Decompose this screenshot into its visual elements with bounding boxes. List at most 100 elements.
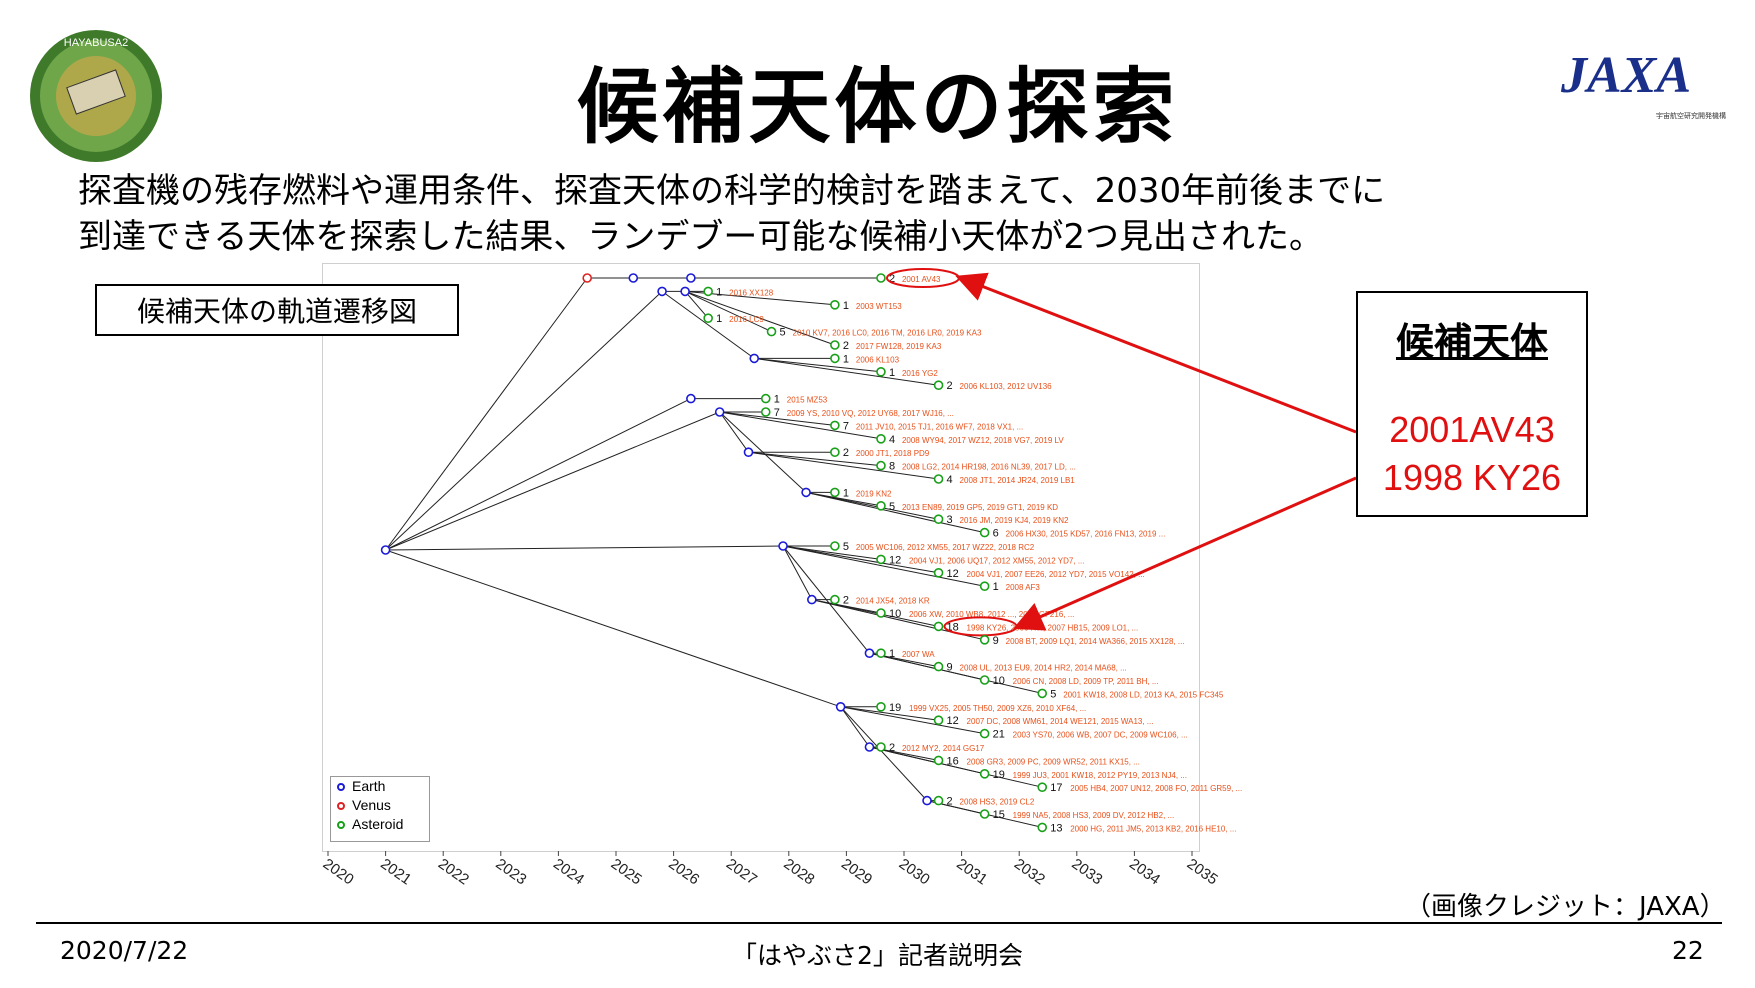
- x-tick-label: 2021: [377, 855, 414, 888]
- leaf-asteroid-label: 2011 JV10, 2015 TJ1, 2016 WF7, 2018 VX1,…: [856, 422, 1023, 431]
- leaf-count-label: 2: [843, 340, 849, 352]
- x-tick-label: 2028: [781, 855, 818, 888]
- candidate-arrow: [1013, 476, 1357, 631]
- root-earth-node: [380, 545, 391, 555]
- chart-panel-label: 候補天体の軌道遷移図: [95, 284, 459, 336]
- earth-flyby-node: [807, 594, 817, 605]
- earth-flyby-node: [864, 648, 875, 659]
- trajectory-edge: [684, 290, 772, 333]
- asteroid-node: [830, 487, 840, 498]
- leaf-asteroid-label: 2008 BT, 2009 LQ1, 2014 WA366, 2015 XX12…: [1006, 637, 1185, 646]
- leaf-count-label: 7: [774, 407, 780, 419]
- candidate-arrow: [955, 272, 1357, 434]
- leaf-asteroid-label: 2008 GR3, 2009 PC, 2009 WR52, 2011 KX15,…: [967, 757, 1140, 766]
- x-tick-label: 2023: [493, 855, 530, 888]
- leaf-count-label: 6: [993, 528, 999, 540]
- leaf-asteroid-label: 2008 LG2, 2014 HR198, 2016 NL39, 2017 LD…: [902, 463, 1076, 472]
- x-tick-label: 2031: [953, 855, 990, 888]
- image-credit: （画像クレジット：JAXA）: [1405, 892, 1726, 922]
- x-tick-label: 2022: [435, 855, 472, 888]
- leaf-asteroid-label: 2005 HB4, 2007 UN12, 2008 FO, 2011 GR59,…: [1070, 784, 1242, 793]
- leaf-count-label: 5: [843, 541, 849, 553]
- asteroid-node: [1037, 688, 1048, 699]
- asteroid-node: [876, 460, 886, 471]
- legend-entry-asteroid: Asteroid: [331, 815, 429, 834]
- asteroid-node: [703, 313, 713, 324]
- leaf-count-label: 1: [774, 394, 780, 406]
- leaf-asteroid-label: 2013 EN89, 2019 GP5, 2019 GT1, 2019 KD: [902, 503, 1058, 512]
- asteroid-node: [766, 326, 777, 337]
- trajectory-edge: [754, 357, 882, 373]
- asteroid-node: [876, 366, 886, 377]
- leaf-count-label: 10: [889, 608, 901, 620]
- earth-flyby-node: [778, 541, 788, 551]
- asteroid-node: [876, 433, 886, 444]
- asteroid-node: [979, 768, 990, 779]
- venus-flyby-node: [582, 273, 593, 283]
- leaf-count-label: 12: [947, 715, 959, 727]
- venus-marker-icon: [337, 801, 345, 810]
- leaf-asteroid-label: 2004 VJ1, 2007 EE26, 2012 YD7, 2015 VO14…: [967, 570, 1145, 579]
- earth-flyby-node: [686, 273, 696, 283]
- leaf-count-label: 1: [716, 313, 722, 325]
- legend-entry-venus: Venus: [331, 796, 429, 815]
- x-tick-label: 2024: [550, 855, 587, 888]
- leaf-count-label: 19: [993, 769, 1005, 781]
- leaf-count-label: 4: [889, 434, 895, 446]
- trajectory-edge: [840, 706, 985, 735]
- leaf-count-label: 10: [993, 675, 1005, 687]
- trajectory-edge: [661, 290, 755, 359]
- trajectory-edge: [840, 706, 928, 801]
- asteroid-node: [760, 393, 771, 404]
- footer-date: 2020/7/22: [60, 936, 189, 965]
- leaf-count-label: 17: [1050, 782, 1062, 794]
- asteroid-node: [830, 353, 840, 364]
- leaf-count-label: 1: [889, 648, 895, 660]
- trajectory-edge: [869, 652, 1043, 694]
- asteroid-node: [1037, 782, 1048, 793]
- leaf-count-label: 16: [947, 755, 959, 767]
- slide-title: 候補天体の探索: [576, 60, 1179, 155]
- leaf-asteroid-label: 2016 LC9: [729, 315, 764, 324]
- trajectory-edge: [840, 706, 870, 748]
- asteroid-node: [933, 567, 944, 578]
- leaf-asteroid-label: 2014 JX54, 2018 KR: [856, 597, 930, 606]
- asteroid-node: [876, 554, 886, 565]
- asteroid-marker-icon: [337, 820, 345, 829]
- earth-flyby-node: [743, 447, 754, 458]
- leaf-asteroid-label: 2016 XX128: [729, 288, 774, 297]
- asteroid-node: [830, 541, 840, 551]
- asteroid-node: [830, 420, 840, 431]
- jaxa-logo: JAXA 宇宙航空研究開発機構: [1560, 47, 1726, 120]
- leaf-count-label: 9: [993, 635, 999, 647]
- leaf-count-label: 1: [843, 300, 849, 312]
- trajectory-edge: [385, 545, 784, 551]
- earth-flyby-node: [801, 487, 811, 498]
- trajectory-edge: [782, 545, 985, 587]
- trajectory-edge: [385, 549, 841, 708]
- leaf-count-label: 2: [843, 447, 849, 459]
- leaf-count-label: 1: [889, 367, 895, 379]
- leaf-asteroid-label: 2008 UL, 2013 EU9, 2014 HR2, 2014 MA68, …: [960, 664, 1127, 673]
- asteroid-node: [933, 795, 944, 806]
- leaf-asteroid-label: 2001 KW18, 2008 LD, 2013 KA, 2015 FC345: [1063, 690, 1224, 699]
- trajectory-edge: [385, 411, 720, 551]
- asteroid-node: [979, 581, 990, 592]
- trajectory-edge: [385, 291, 663, 551]
- asteroid-node: [830, 299, 840, 310]
- leaf-count-label: 4: [947, 474, 953, 486]
- leaf-count-label: 12: [947, 568, 959, 580]
- leaf-asteroid-label: 2007 DC, 2008 WM61, 2014 WE121, 2015 WA1…: [967, 717, 1154, 726]
- x-tick-label: 2033: [1069, 855, 1106, 888]
- intro-text: 探査機の残存燃料や運用条件、探査天体の科学的検討を踏まえて、2030年前後までに…: [78, 168, 1385, 260]
- leaf-count-label: 7: [843, 420, 849, 432]
- earth-flyby-node: [628, 273, 639, 283]
- leaf-asteroid-label: 2006 KL103, 2012 UV136: [960, 382, 1053, 391]
- asteroid-node: [760, 407, 771, 417]
- trajectory-edge: [805, 491, 985, 534]
- leaf-count-label: 1: [993, 581, 999, 593]
- agency-logo-subtext: 宇宙航空研究開発機構: [1656, 111, 1726, 120]
- asteroid-node: [876, 648, 886, 659]
- asteroid-node: [933, 621, 944, 632]
- asteroid-node: [979, 527, 990, 538]
